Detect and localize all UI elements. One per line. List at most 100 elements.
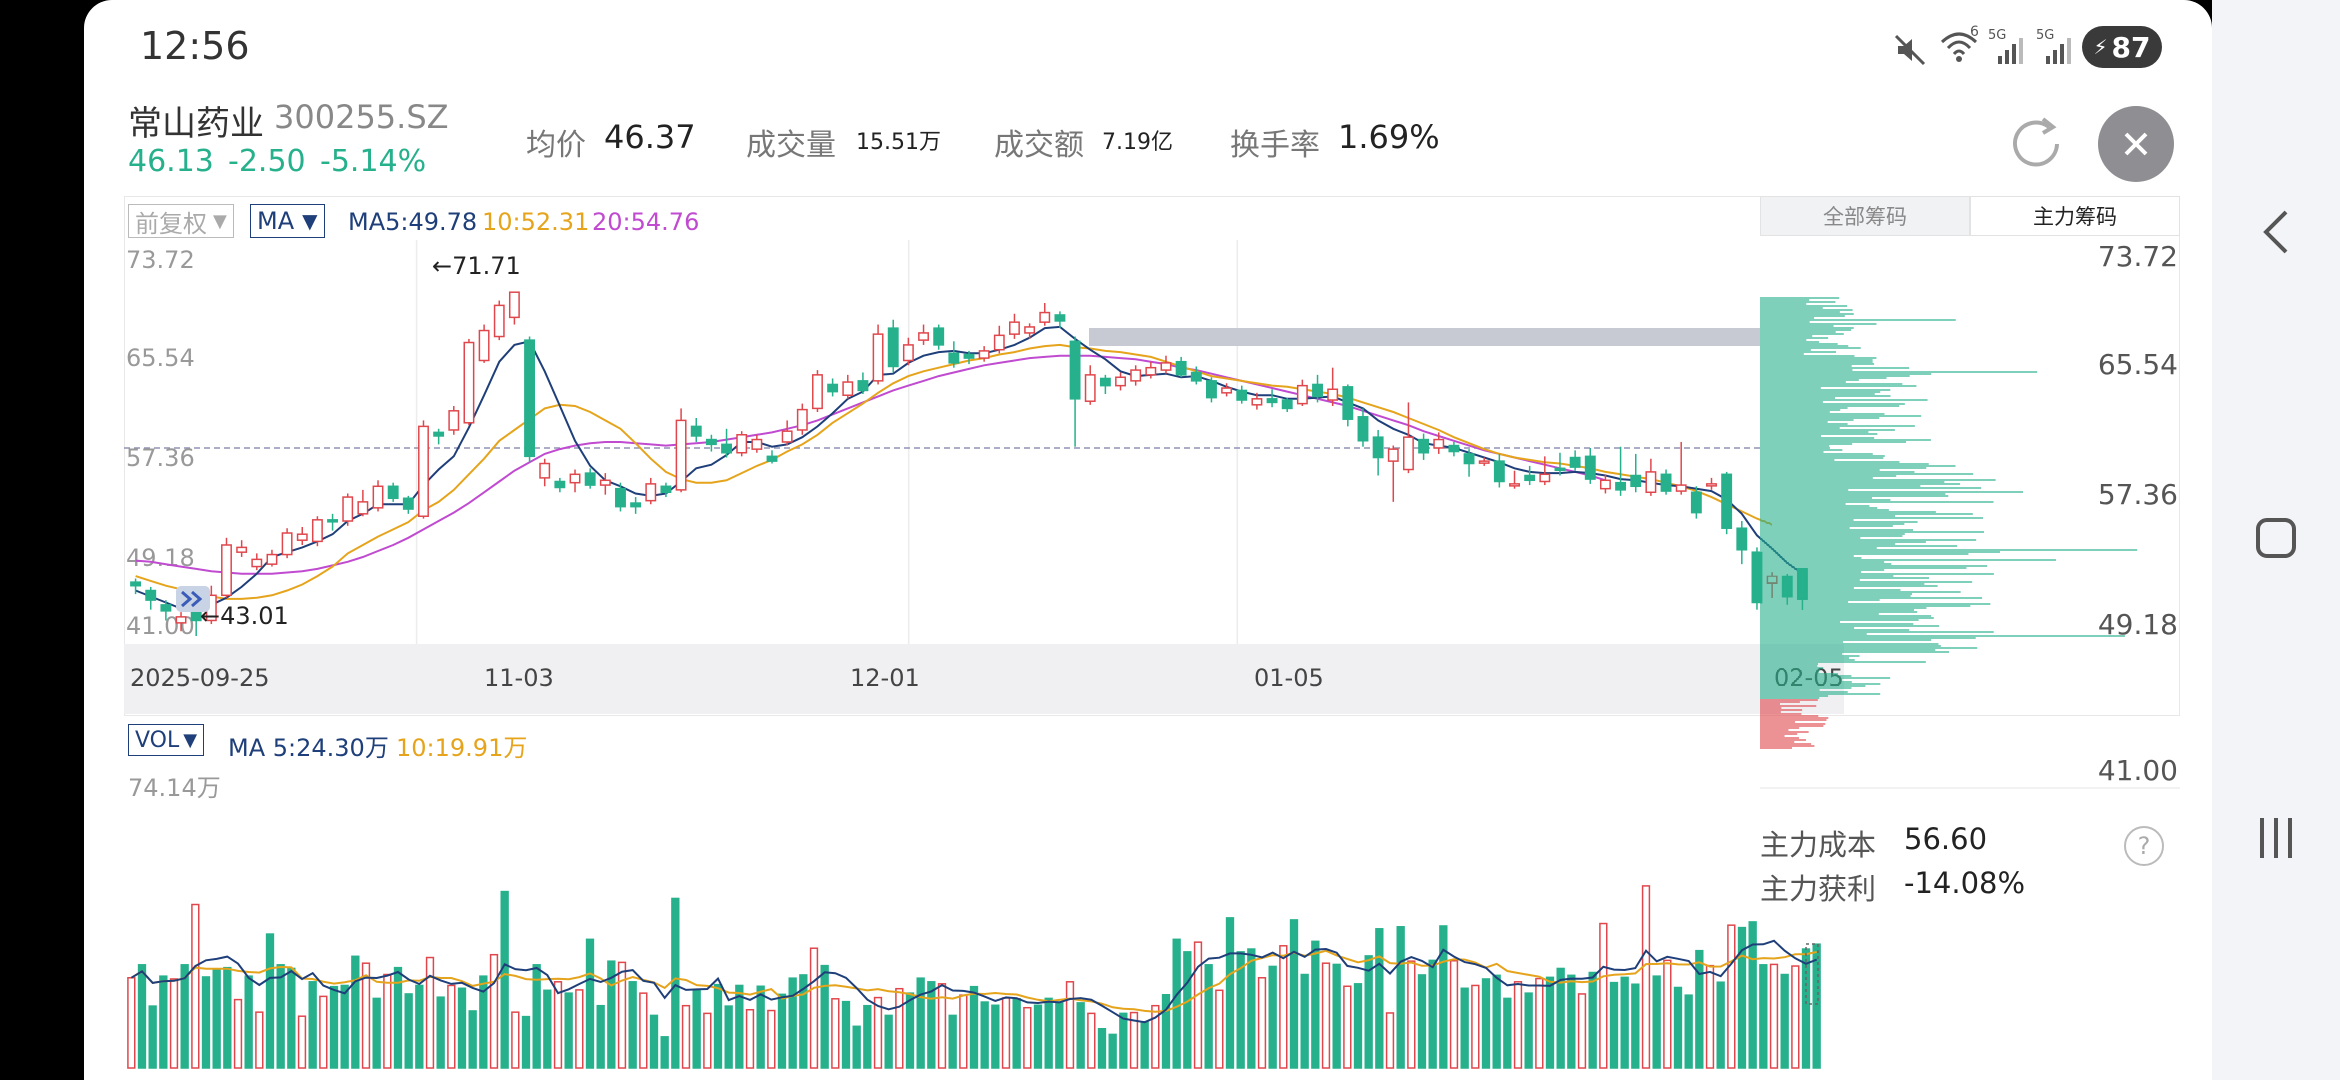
candlestick-chart[interactable]: 73.7265.5457.3649.1841.00←71.71←43.01202… [124,240,1844,714]
candle-body [812,374,823,410]
help-icon[interactable]: ? [2124,826,2164,866]
volume-bar [287,967,296,1069]
volume-bar [372,997,381,1069]
candle-body [842,381,854,396]
volume-bar [1460,987,1469,1069]
volume-bar [1268,965,1277,1069]
candle-body [902,344,914,362]
candle-body [1584,455,1596,480]
volume-bar [1407,960,1416,1069]
volume-bar [1567,974,1576,1069]
ma-indicator-select[interactable]: MA ▼ [250,204,325,238]
candle-body [433,431,445,437]
candle-body [251,558,263,568]
wifi-icon: 6 [1938,24,1980,68]
metric-label-volume: 成交量 [746,128,836,163]
volume-bar [713,983,723,1069]
volume-bar [340,984,349,1069]
chip-price-label: 73.72 [2098,240,2178,273]
volume-bar [1780,973,1789,1069]
candle-body [1690,491,1702,514]
candle-body [1372,436,1384,459]
vol-indicator-select[interactable]: VOL ▼ [128,724,205,756]
volume-bar [425,956,435,1069]
volume-bar [1279,945,1288,1069]
volume-bar [543,989,552,1069]
candle-body [1099,377,1111,387]
volume-bar [1791,965,1800,1069]
candle-body [675,419,687,491]
candle-body [1221,387,1233,394]
main-cost-label: 主力成本 [1760,828,1877,862]
candle-body [887,327,899,368]
signal-icon-1: 5G [1988,28,2028,68]
volume-bar [191,903,200,1069]
candle-body [1478,460,1490,464]
tab-all-chips[interactable]: 全部筹码 [1760,196,1970,236]
volume-bar [393,966,403,1069]
vol-max-label: 74.14万 [128,774,221,802]
close-button[interactable] [2098,106,2174,182]
volume-bar [1737,926,1747,1069]
volume-bar [1151,1004,1160,1069]
recents-nav-button[interactable] [2248,810,2304,866]
stock-name: 常山药业 [128,104,264,144]
home-nav-button[interactable] [2248,510,2304,566]
volume-bar [884,1014,893,1069]
vol-ma5-legend: MA 5:24.30万 [228,734,389,762]
volume-bar [1588,971,1597,1069]
candle-body [1554,467,1566,472]
candle-body [1175,360,1187,376]
volume-bar [1599,922,1608,1069]
volume-bar [1417,974,1427,1069]
volume-bar [127,977,136,1069]
back-nav-button[interactable] [2248,204,2304,260]
metric-label-turnover: 换手率 [1230,128,1320,163]
volume-bar [521,1015,531,1069]
volume-bar [767,1009,776,1069]
ma10-legend: 10:52.31 [482,208,590,236]
volume-bar [1535,977,1544,1069]
volume-bar [831,998,840,1069]
refresh-button[interactable] [1998,106,2074,182]
volume-bar [617,961,627,1069]
date-label: 01-05 [1254,664,1324,692]
volume-bar [1641,885,1651,1069]
volume-bar [1503,997,1512,1069]
volume-bar [873,996,883,1069]
candle-body [1433,438,1445,449]
volume-bar [916,977,925,1069]
volume-bar [1193,941,1203,1069]
volume-bar [511,1011,520,1069]
volume-bar [1172,938,1181,1069]
volume-bar [1695,949,1704,1069]
volume-bar [809,947,819,1069]
candle-body [463,341,475,424]
volume-bar [1055,1001,1064,1069]
candle-body [342,496,354,522]
candle-body [948,352,960,364]
candle-body [1327,388,1339,401]
dropdown-arrow-icon: ▼ [213,210,227,232]
volume-bar [297,1015,307,1069]
tab-main-chips[interactable]: 主力筹码 [1970,196,2180,236]
volume-bar [1076,1002,1085,1069]
volume-bar [1161,994,1171,1069]
ma20-line [135,354,1606,575]
recents-icon [2260,818,2292,858]
volume-bar [1321,962,1331,1069]
volume-bar [1481,978,1491,1069]
chip-price-label: 57.36 [2098,478,2178,511]
adjust-select[interactable]: 前复权 ▼ [128,204,234,238]
volume-bar [255,1011,264,1069]
volume-bar [1204,964,1213,1069]
volume-chart[interactable]: 74.14万 [124,716,1844,1080]
volume-bar [233,998,243,1069]
candle-body [1357,416,1369,442]
candle-body [993,334,1005,351]
candle-body [1660,473,1672,492]
volume-bar [1769,963,1779,1069]
volume-bar [1524,992,1533,1069]
volume-bar [927,981,936,1069]
